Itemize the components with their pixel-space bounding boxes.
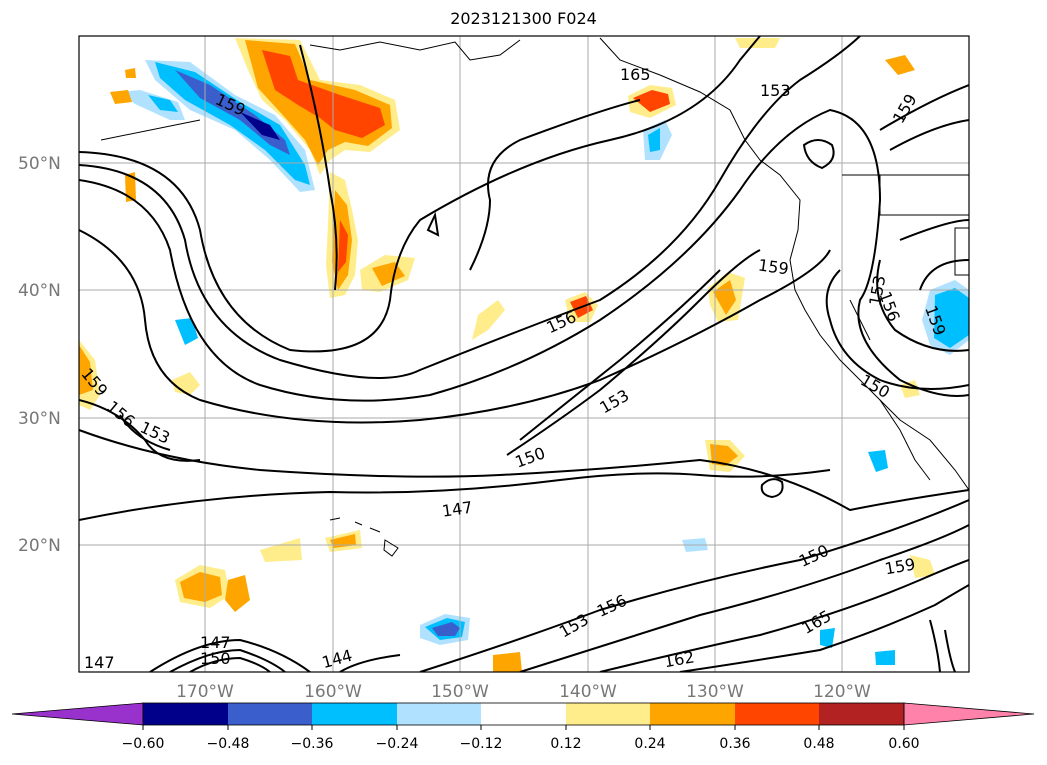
colorbar-tick-label: 0.36 xyxy=(719,736,750,752)
lon-label-150w: 150°W xyxy=(431,682,489,702)
contour-label: 165 xyxy=(620,65,651,84)
negative-anomaly-region xyxy=(432,622,460,636)
colorbar-segment xyxy=(397,703,481,725)
colorbar-segment xyxy=(312,703,397,725)
colorbar-tick-label: −0.24 xyxy=(376,736,419,752)
lon-label-140w: 140°W xyxy=(559,682,617,702)
positive-anomaly-region xyxy=(125,68,136,78)
negative-anomaly-region xyxy=(120,90,185,120)
positive-anomaly-region xyxy=(633,90,670,112)
positive-anomaly-region xyxy=(180,572,222,602)
contour-label: 147 xyxy=(200,633,231,652)
negative-anomaly-region xyxy=(868,450,888,472)
colorbar-segment xyxy=(566,703,650,725)
positive-anomaly-region xyxy=(338,220,348,272)
map-area xyxy=(79,36,969,672)
lat-label-30n: 30°N xyxy=(18,409,61,429)
negative-anomaly-region xyxy=(148,95,178,112)
colorbar-tick-label: −0.12 xyxy=(460,736,503,752)
negative-anomaly-region xyxy=(155,62,310,185)
colorbar-outline xyxy=(142,702,905,726)
positive-anomaly-region xyxy=(260,538,302,562)
lon-label-170w: 170°W xyxy=(176,682,234,702)
colorbar-tick-label: 0.24 xyxy=(634,736,665,752)
negative-anomaly-region xyxy=(820,628,835,648)
positive-anomaly-region xyxy=(900,380,920,398)
colorbar-segment xyxy=(143,703,228,725)
negative-anomaly-region xyxy=(175,318,198,345)
contour-label: 150 xyxy=(200,649,231,668)
lon-label-120w: 120°W xyxy=(813,682,871,702)
map-frame xyxy=(78,35,970,673)
contour-label: 147 xyxy=(441,498,474,521)
negative-anomaly-region xyxy=(934,288,969,348)
negative-anomaly-region xyxy=(648,128,660,152)
colorbar-segment xyxy=(228,703,312,725)
positive-anomaly-region xyxy=(472,300,505,340)
colorbar-tick-label: −0.48 xyxy=(207,736,250,752)
lon-label-160w: 160°W xyxy=(304,682,362,702)
anomaly-shading xyxy=(79,38,969,672)
lon-label-130w: 130°W xyxy=(686,682,744,702)
colorbar-segment xyxy=(11,702,144,726)
colorbar-tick-label: 0.12 xyxy=(550,736,581,752)
positive-anomaly-region xyxy=(910,555,935,578)
graticule xyxy=(79,36,969,672)
positive-anomaly-region xyxy=(710,444,738,466)
lat-label-40n: 40°N xyxy=(18,281,61,301)
colorbar-tick-label: 0.60 xyxy=(888,736,919,752)
positive-anomaly-region xyxy=(713,280,736,315)
positive-anomaly-region xyxy=(262,50,385,138)
contour-label: 159 xyxy=(757,255,790,278)
positive-anomaly-region xyxy=(225,575,250,612)
colorbar-segment xyxy=(650,703,735,725)
colorbar: −0.60 −0.48 −0.36 −0.24 −0.12 0.12 0.24 … xyxy=(11,702,1035,752)
colorbar-tick-label: 0.48 xyxy=(803,736,834,752)
negative-anomaly-region xyxy=(240,112,280,140)
height-contours xyxy=(79,36,969,672)
map-title: 2023121300 F024 xyxy=(450,9,597,28)
colorbar-segment xyxy=(735,703,819,725)
colorbar-segment xyxy=(819,703,904,725)
contour-label: 153 xyxy=(760,81,791,100)
contour-label-group: 159 165 156 159 153 156 159 153 150 153 … xyxy=(77,65,949,672)
positive-anomaly-region xyxy=(493,652,522,672)
contour-label: 147 xyxy=(84,653,115,672)
colorbar-segment xyxy=(481,703,566,725)
colorbar-tick-label: −0.36 xyxy=(291,736,334,752)
lat-label-50n: 50°N xyxy=(18,154,61,174)
colorbar-segment xyxy=(903,702,1035,726)
positive-anomaly-region xyxy=(125,172,136,202)
positive-anomaly-region xyxy=(735,38,780,48)
lat-label-20n: 20°N xyxy=(18,536,61,556)
positive-anomaly-region xyxy=(885,55,915,75)
negative-anomaly-region xyxy=(875,650,895,665)
positive-anomaly-region xyxy=(110,90,132,104)
positive-anomaly-region xyxy=(79,345,93,395)
colorbar-tick-label: −0.60 xyxy=(122,736,165,752)
